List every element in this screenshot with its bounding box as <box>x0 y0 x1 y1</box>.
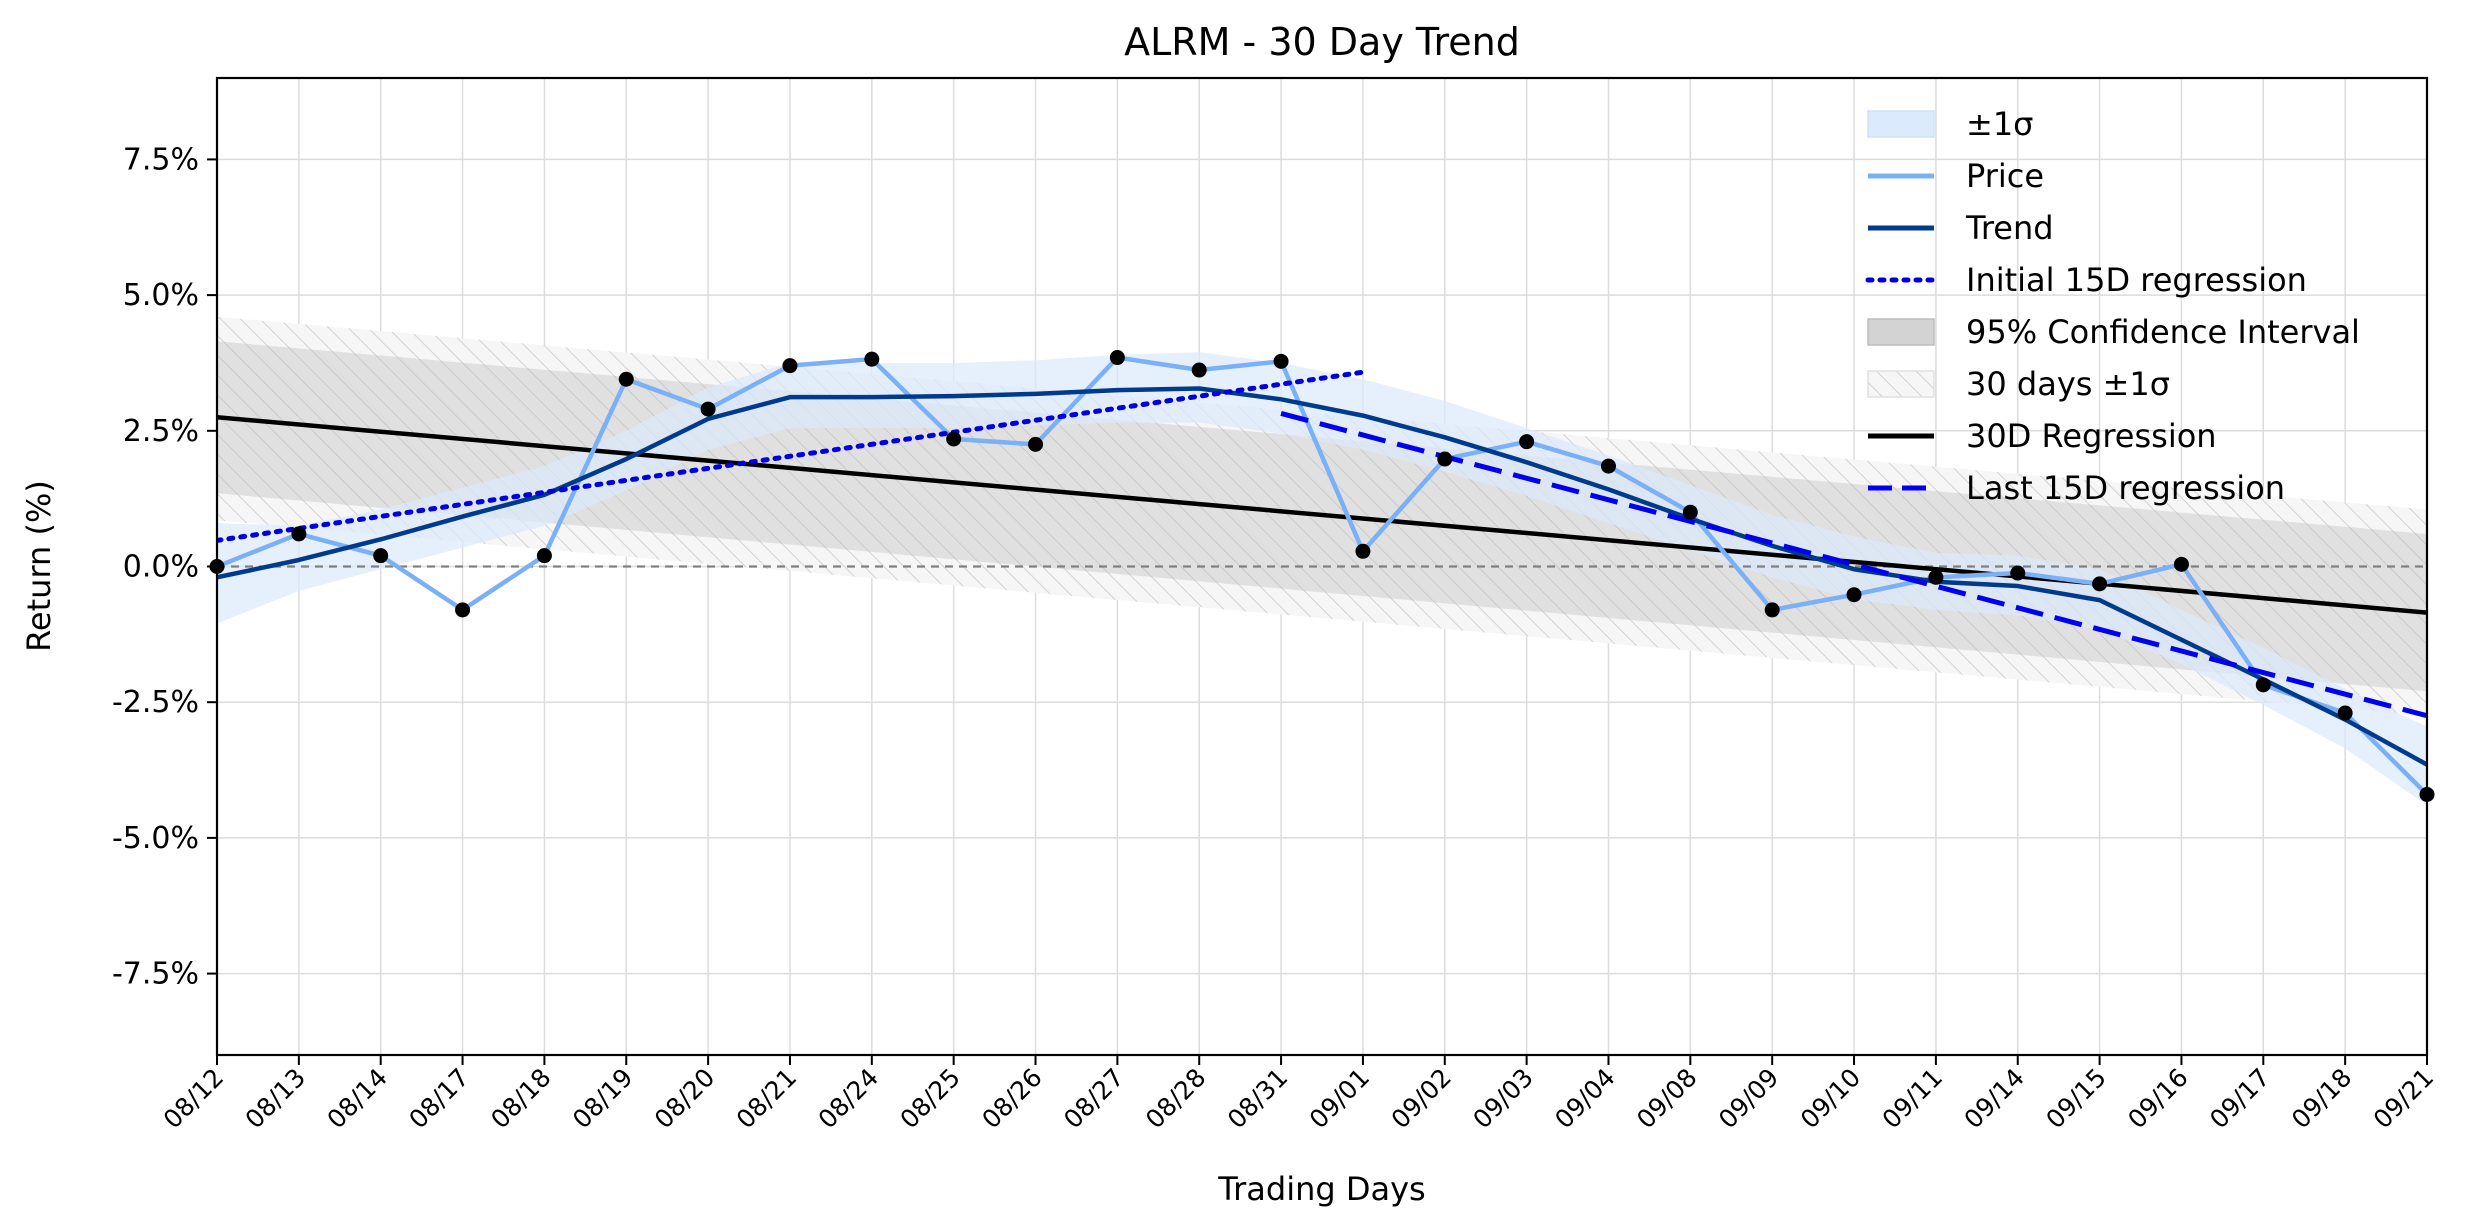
x-tick-label: 09/10 <box>1795 1063 1866 1134</box>
price-point <box>536 548 552 564</box>
y-axis: -7.5% -5.0% -2.5% 0.0% 2.5% 5.0% 7.5% <box>112 142 217 992</box>
chart-title: ALRM - 30 Day Trend <box>1124 20 1520 64</box>
price-point <box>291 526 307 542</box>
price-point <box>782 358 798 374</box>
price-point <box>946 431 962 447</box>
legend-label: Initial 15D regression <box>1966 261 2307 299</box>
legend-label: ±1σ <box>1966 105 2033 143</box>
y-tick-label: 0.0% <box>123 550 199 585</box>
price-point <box>2255 677 2271 693</box>
price-point <box>1437 451 1453 467</box>
y-tick-label: -5.0% <box>112 821 199 856</box>
price-point <box>1682 504 1698 520</box>
legend: ±1σ Price Trend Initial 15D regression 95% C… <box>1865 105 2360 507</box>
y-tick-label: -2.5% <box>112 685 199 720</box>
price-point <box>2173 556 2189 572</box>
legend-item-initial-15d-regression: Initial 15D regression <box>1865 261 2307 299</box>
legend-swatch <box>1867 318 1935 346</box>
x-tick-label: 08/27 <box>1058 1063 1129 1134</box>
x-tick-label: 09/02 <box>1386 1063 1457 1134</box>
x-tick-label: 09/04 <box>1549 1063 1620 1134</box>
x-tick-label: 09/18 <box>2286 1063 2357 1134</box>
y-tick-label: 2.5% <box>123 414 199 449</box>
lines-layer <box>217 355 2427 797</box>
line-initial-15d-regression <box>217 369 1366 543</box>
y-tick-label: 7.5% <box>123 142 199 177</box>
x-tick-label: 08/21 <box>731 1063 802 1134</box>
x-tick-label: 09/01 <box>1304 1063 1375 1134</box>
x-tick-label: 09/21 <box>2368 1063 2439 1134</box>
legend-swatch <box>1867 110 1935 138</box>
price-point <box>1191 362 1207 378</box>
x-tick-label: 09/14 <box>1959 1063 2030 1134</box>
x-tick-label: 08/12 <box>158 1063 229 1134</box>
price-point <box>373 548 389 564</box>
price-point <box>1355 543 1371 559</box>
x-tick-label: 08/25 <box>894 1063 965 1134</box>
legend-label: 95% Confidence Interval <box>1966 313 2360 351</box>
price-point <box>1519 434 1535 450</box>
legend-label: Last 15D regression <box>1966 469 2285 507</box>
price-point <box>1028 436 1044 452</box>
price-point <box>864 351 880 367</box>
x-tick-label: 09/11 <box>1877 1063 1948 1134</box>
x-axis-label: Trading Days <box>1217 1170 1425 1208</box>
x-tick-label: 08/31 <box>1222 1063 1293 1134</box>
legend-item-price: Price <box>1868 157 2044 195</box>
price-point <box>2010 565 2026 581</box>
x-tick-label: 09/08 <box>1631 1063 1702 1134</box>
x-tick-label: 09/17 <box>2204 1063 2275 1134</box>
x-tick-label: 08/18 <box>485 1063 556 1134</box>
x-tick-label: 08/28 <box>1140 1063 1211 1134</box>
price-point <box>1928 569 1944 585</box>
price-point <box>2337 705 2353 721</box>
y-tick-label: 5.0% <box>123 278 199 313</box>
x-tick-label: 08/20 <box>649 1063 720 1134</box>
x-tick-label: 08/13 <box>240 1063 311 1134</box>
price-point <box>1273 353 1289 369</box>
legend-label: Price <box>1966 157 2044 195</box>
legend-swatch <box>1867 370 1935 398</box>
legend-item-30d-regression: 30D Regression <box>1868 417 2217 455</box>
line-last-15d-regression <box>1280 411 2427 719</box>
price-point <box>1846 587 1862 603</box>
x-tick-label: 09/15 <box>2040 1063 2111 1134</box>
x-tick-label: 09/16 <box>2122 1063 2193 1134</box>
y-tick-label: -7.5% <box>112 957 199 992</box>
line-trend <box>217 386 2427 767</box>
legend-label: 30 days ±1σ <box>1966 365 2170 403</box>
price-point <box>1764 602 1780 618</box>
x-tick-label: 08/17 <box>403 1063 474 1134</box>
legend-item-95-confidence-interval: 95% Confidence Interval <box>1867 313 2360 351</box>
x-tick-label: 08/19 <box>567 1063 638 1134</box>
price-point <box>2092 576 2108 592</box>
band-1-sigma <box>217 352 2427 806</box>
price-point <box>1109 350 1125 366</box>
legend-label: 30D Regression <box>1966 417 2217 455</box>
legend-label: Trend <box>1965 209 2054 247</box>
x-axis: 08/12 08/13 08/14 08/17 08/18 08/19 08/20 08/21… <box>158 1055 2439 1134</box>
x-tick-label: 08/24 <box>813 1063 884 1134</box>
price-point <box>700 401 716 417</box>
price-point <box>618 371 634 387</box>
line-price <box>217 355 2427 797</box>
x-tick-label: 08/26 <box>976 1063 1047 1134</box>
x-tick-label: 09/09 <box>1713 1063 1784 1134</box>
legend-item-30-days-1: 30 days ±1σ <box>1867 365 2170 403</box>
x-tick-label: 09/03 <box>1467 1063 1538 1134</box>
x-tick-label: 08/14 <box>321 1063 392 1134</box>
legend-item-last-15d-regression: Last 15D regression <box>1868 469 2285 507</box>
price-point <box>1600 458 1616 474</box>
y-axis-label: Return (%) <box>20 480 58 652</box>
legend-item-1: ±1σ <box>1867 105 2033 143</box>
price-point <box>455 602 471 618</box>
legend-item-trend: Trend <box>1868 209 2054 247</box>
